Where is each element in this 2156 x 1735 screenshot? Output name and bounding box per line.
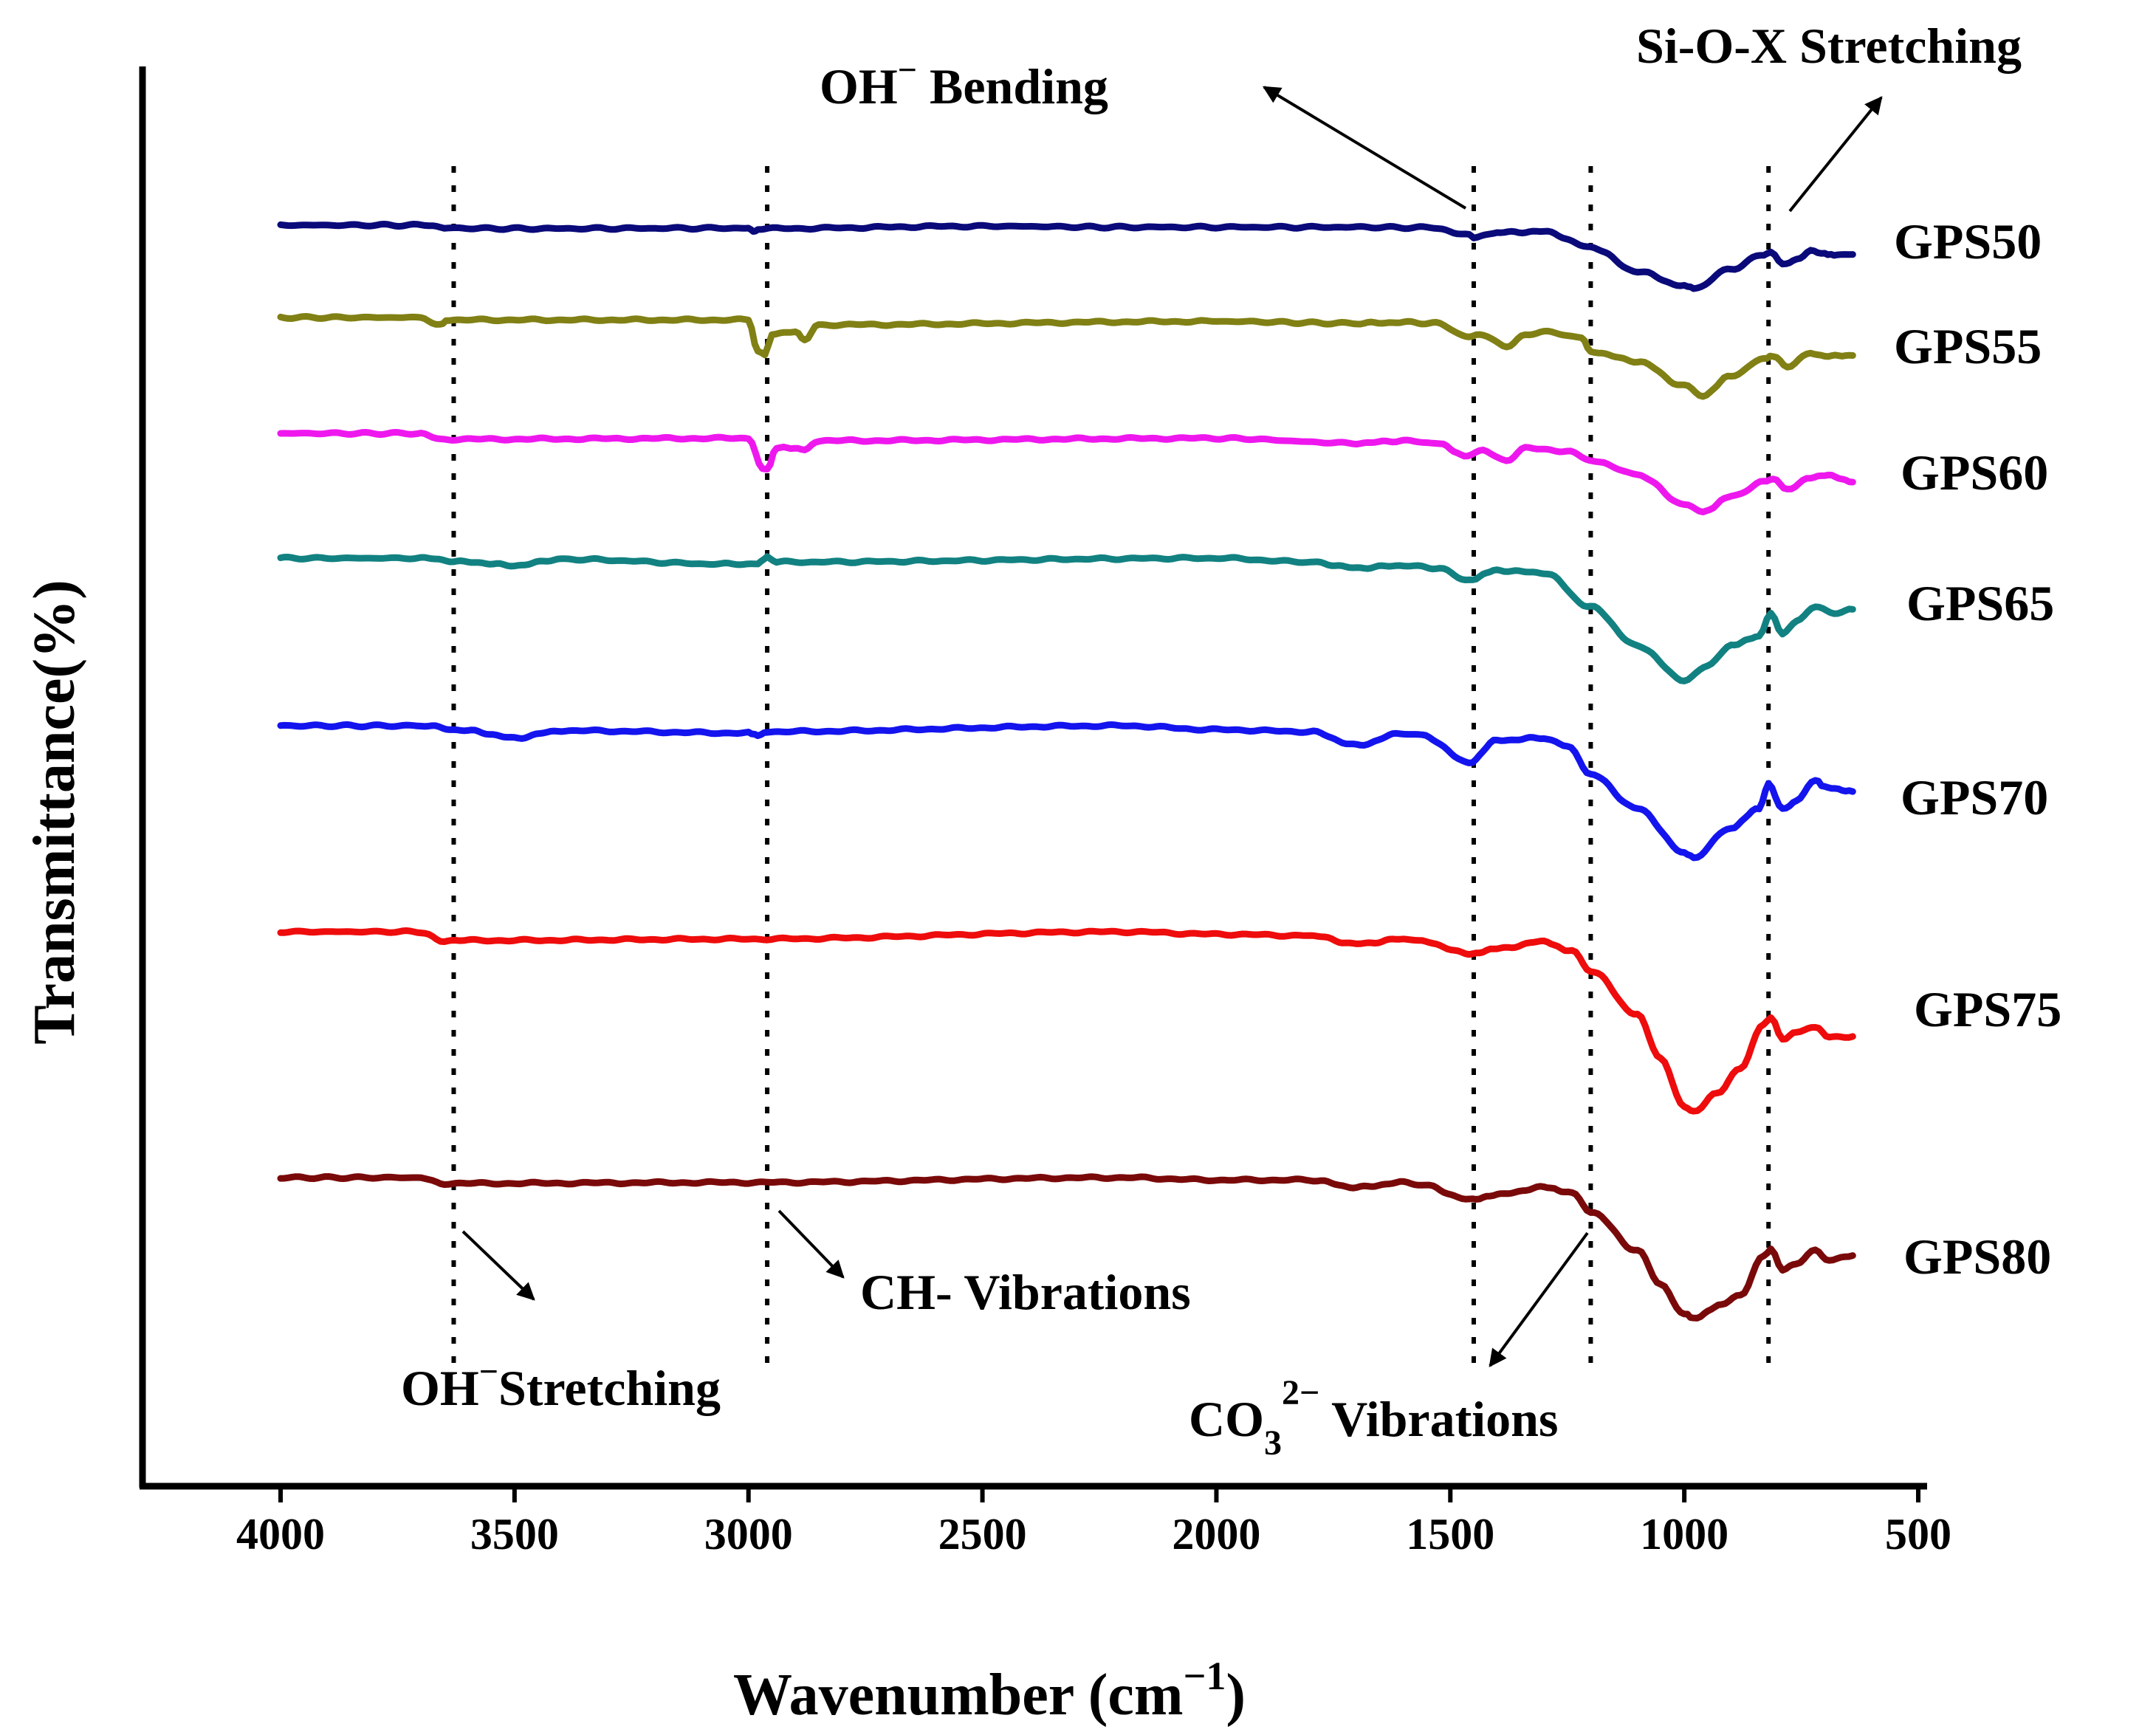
x-tick-label-4000: 4000 (236, 1510, 325, 1559)
oh-bending-label: OH− Bending (820, 51, 1108, 114)
series-line-gps60 (277, 429, 1856, 515)
oh-stretching-label: OH−Stretching (401, 1353, 721, 1416)
sio-stretching-arrow (1788, 96, 1883, 213)
x-tick-label-3000: 3000 (704, 1510, 793, 1559)
series-label-gps50: GPS50 (1894, 213, 2042, 269)
series-label-gps70: GPS70 (1901, 769, 2048, 825)
series-line-gps50 (277, 221, 1856, 292)
x-tick-group: 4000 3500 3000 2500 2000 1500 1000 500 (236, 1486, 1951, 1559)
series-line-gps55 (277, 313, 1856, 400)
series-group (277, 221, 1856, 1322)
ch-vibrations-arrow (777, 1209, 845, 1279)
series-label-group: GPS50 GPS55 GPS60 GPS65 GPS70 GPS75 GPS80 (1894, 213, 2061, 1285)
series-line-gps65 (277, 553, 1856, 684)
y-axis-title: Transmittance(%) (22, 580, 87, 1045)
series-line-gps80 (277, 1173, 1856, 1322)
series-label-gps65: GPS65 (1906, 575, 2054, 631)
series-label-gps60: GPS60 (1901, 444, 2048, 501)
x-tick-label-3500: 3500 (470, 1510, 559, 1559)
oh-stretching-arrow (461, 1230, 535, 1301)
co3-vibrations-label: CO32− Vibrations (1189, 1373, 1558, 1463)
series-line-gps70 (277, 721, 1856, 862)
oh-bending-arrow (1262, 86, 1467, 210)
co3-vibrations-arrow (1489, 1231, 1589, 1367)
x-tick-label-500: 500 (1885, 1510, 1951, 1559)
x-tick-label-2000: 2000 (1172, 1510, 1260, 1559)
sio-stretching-label: Si-O-X Stretching (1636, 18, 2022, 74)
x-tick-label-1000: 1000 (1640, 1510, 1728, 1559)
series-label-gps75: GPS75 (1914, 981, 2061, 1037)
series-label-gps80: GPS80 (1903, 1229, 2051, 1285)
x-tick-label-1500: 1500 (1406, 1510, 1494, 1559)
x-axis-title: Wavenumber (cm−1) (733, 1654, 1246, 1728)
x-tick-label-2500: 2500 (938, 1510, 1027, 1559)
ch-vibrations-label: CH- Vibrations (860, 1264, 1191, 1320)
series-line-gps75 (277, 927, 1856, 1115)
series-label-gps55: GPS55 (1894, 318, 2042, 374)
